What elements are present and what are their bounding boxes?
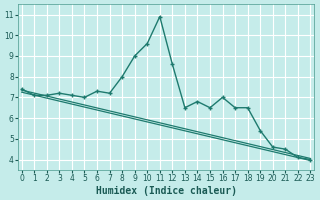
X-axis label: Humidex (Indice chaleur): Humidex (Indice chaleur) <box>96 186 236 196</box>
